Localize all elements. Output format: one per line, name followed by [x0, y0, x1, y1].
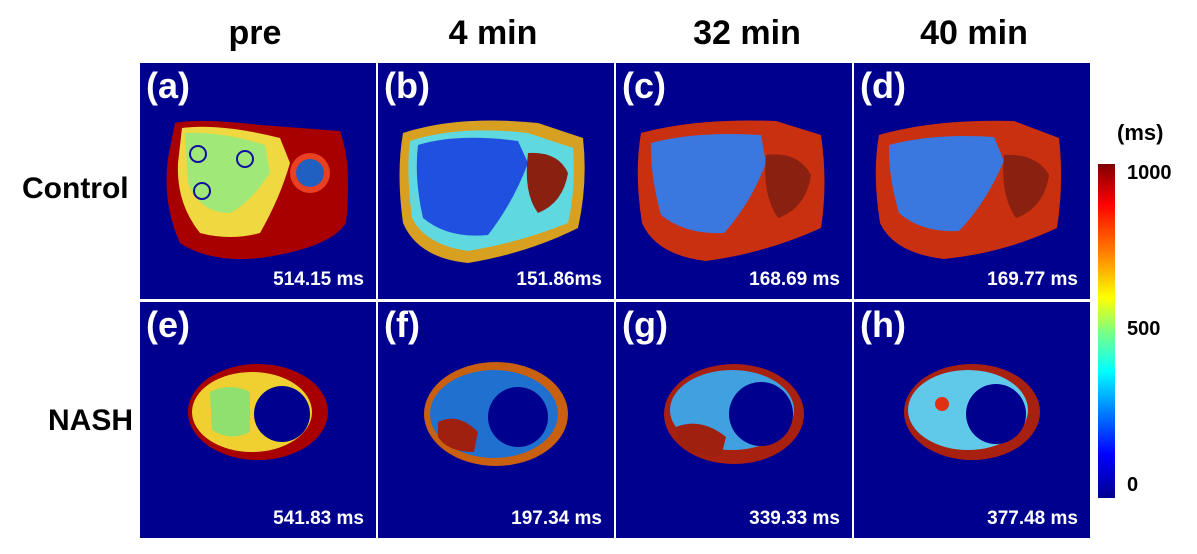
panel-value: 169.77 ms [987, 269, 1078, 290]
panel-label: (g) [622, 304, 668, 345]
row-label-control: Control [22, 172, 129, 205]
liver-map-image [664, 364, 804, 464]
liver-map-image [904, 364, 1040, 460]
row-label-nash: NASH [48, 404, 134, 437]
liver-map-image [188, 364, 328, 460]
panel-label: (d) [860, 65, 906, 106]
colorbar-tick-500: 500 [1127, 318, 1161, 340]
colorbar-tick-1000: 1000 [1127, 162, 1172, 184]
panel-value: 339.33 ms [749, 508, 840, 529]
panel-f: (f) 197.34 ms [378, 302, 614, 538]
panel-value: 377.48 ms [987, 508, 1078, 529]
panel-label: (a) [146, 65, 190, 106]
panel-d: (d) 169.77 ms [854, 63, 1090, 299]
panel-label: (b) [384, 65, 430, 106]
panel-g: (g) 339.33 ms [616, 302, 852, 538]
panel-label: (c) [622, 65, 666, 106]
panel-label: (f) [384, 304, 420, 345]
liver-map-image [424, 362, 568, 466]
panel-label: (h) [860, 304, 906, 345]
liver-map-image [875, 120, 1062, 260]
liver-map-image [637, 120, 825, 261]
liver-map-image [166, 120, 348, 259]
colorbar-tick-0: 0 [1127, 474, 1139, 496]
panel-value: 197.34 ms [511, 508, 602, 529]
panel-value: 151.86ms [516, 269, 602, 290]
panel-label: (e) [146, 304, 190, 345]
panel-value: 168.69 ms [749, 269, 840, 290]
panel-c: (c) 168.69 ms [616, 63, 852, 299]
panel-b: (b) 151.86ms [378, 63, 614, 299]
panel-value: 541.83 ms [273, 508, 364, 529]
panel-h: (h) 377.48 ms [854, 302, 1090, 538]
panel-value: 514.15 ms [273, 269, 364, 290]
panel-a: (a) 514.15 ms [140, 63, 376, 299]
colorbar [1098, 164, 1115, 498]
column-header-pre: pre [228, 14, 282, 52]
column-header-4min: 4 min [448, 14, 538, 52]
panel-e: (e) 541.83 ms [140, 302, 376, 538]
column-header-40min: 40 min [920, 14, 1028, 52]
column-header-32min: 32 min [693, 14, 801, 52]
liver-map-image [399, 120, 585, 264]
colorbar-unit: (ms) [1117, 120, 1164, 145]
